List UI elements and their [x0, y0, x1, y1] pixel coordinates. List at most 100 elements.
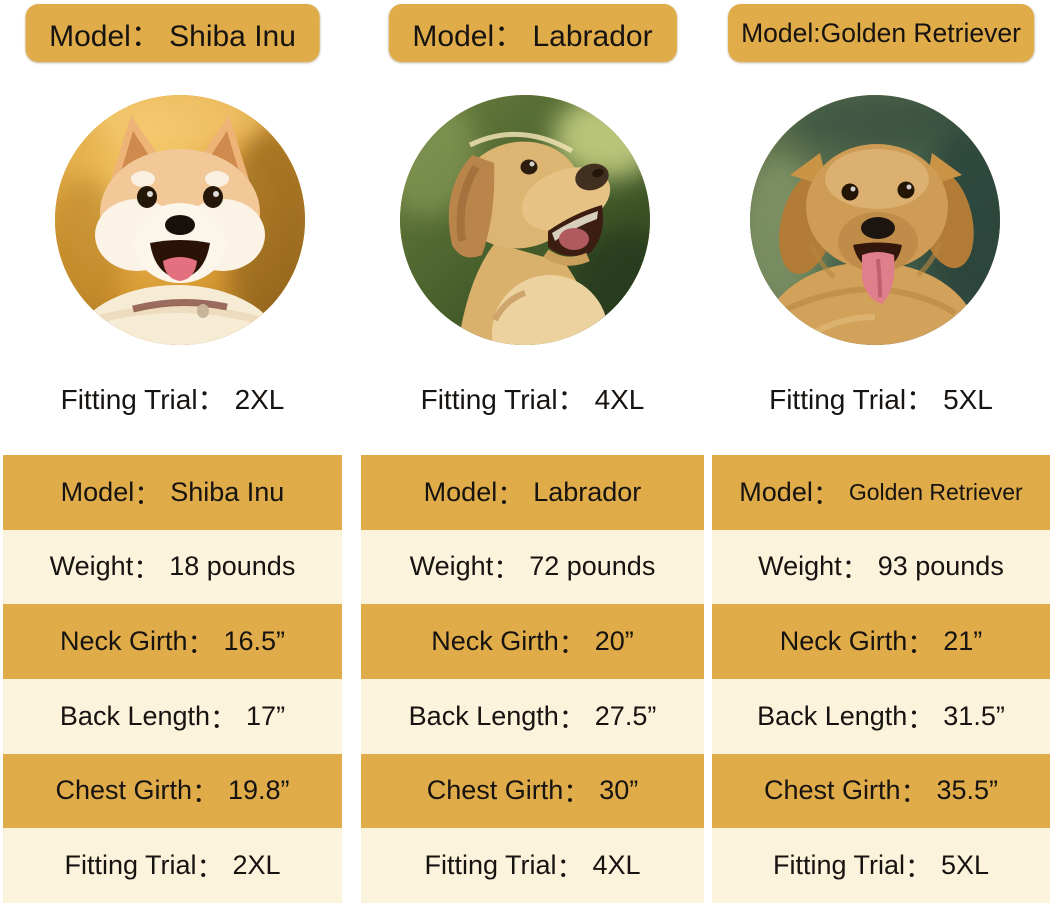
row-label: Weight [49, 551, 134, 582]
row-value: 30” [599, 775, 639, 806]
model-badge-text: Model:Golden Retriever [741, 17, 1021, 48]
model-badge-text: Model： Labrador [412, 20, 653, 53]
table-row: Fitting Trial： 4XL [361, 828, 704, 903]
column-labrador: Model： Labrador [361, 0, 704, 906]
shiba-inu-illustration [55, 95, 305, 345]
row-label: Back Length [757, 700, 908, 731]
colon-separator: ： [905, 853, 932, 884]
row-label: Fitting Trial [772, 850, 905, 881]
table-row: Weight： 18 pounds [3, 529, 342, 605]
row-value: 20” [594, 626, 634, 657]
row-value: 4XL [592, 850, 641, 881]
table-row: Chest Girth： 30” [361, 753, 704, 829]
size-table-shiba-inu: Model： Shiba Inu Weight： 18 pounds Neck Gi… [3, 455, 342, 903]
column-golden-retriever: Model:Golden Retriever [712, 0, 1050, 906]
table-row: Model： Shiba Inu [3, 455, 342, 530]
row-label: Back Length [59, 700, 211, 731]
table-row: Model： Golden Retriever [712, 455, 1050, 530]
fitting-trial-caption: Fitting Trial： 5XL [712, 378, 1050, 418]
row-label: Model [739, 476, 813, 507]
row-value: 21” [943, 626, 983, 657]
fitting-trial-value: 2XL [234, 384, 285, 415]
colon-separator: ： [900, 778, 928, 809]
fitting-trial-caption: Fitting Trial： 4XL [361, 378, 704, 418]
colon-separator: ： [192, 778, 219, 809]
row-value: 16.5” [223, 626, 286, 657]
fitting-trial-label: Fitting Trial [60, 384, 198, 415]
table-row: Chest Girth： 19.8” [3, 753, 342, 829]
size-table-labrador: Model： Labrador Weight： 72 pounds Neck Gir… [361, 455, 704, 903]
row-label: Fitting Trial [424, 850, 557, 881]
row-value: 17” [246, 700, 286, 731]
row-label: Chest Girth [763, 775, 901, 806]
labrador-photo [400, 95, 650, 345]
table-row: Fitting Trial： 5XL [712, 828, 1050, 903]
table-row: Chest Girth： 35.5” [712, 753, 1050, 829]
row-value: 27.5” [594, 700, 657, 731]
row-value: 93 pounds [877, 551, 1004, 582]
row-label: Weight [409, 551, 494, 582]
column-shiba-inu: Model： Shiba Inu [3, 0, 342, 906]
row-label: Chest Girth [55, 775, 192, 806]
colon-separator: ： [907, 629, 935, 660]
model-badge: Model:Golden Retriever [728, 4, 1034, 62]
colon-separator: ： [187, 629, 215, 660]
fitting-trial-value: 4XL [594, 384, 645, 415]
row-value: Shiba Inu [170, 476, 285, 507]
table-row: Neck Girth： 16.5” [3, 604, 342, 679]
table-row: Model： Labrador [361, 455, 704, 530]
row-label: Weight [758, 551, 842, 582]
row-label: Fitting Trial [64, 850, 197, 881]
table-row: Weight： 93 pounds [712, 529, 1050, 605]
row-value: Labrador [533, 476, 642, 507]
fitting-trial-label: Fitting Trial [769, 384, 907, 415]
labrador-illustration [400, 95, 650, 345]
row-label: Model [423, 476, 498, 507]
table-row: Back Length： 31.5” [712, 678, 1050, 754]
row-label: Neck Girth [431, 626, 559, 657]
row-label: Chest Girth [426, 775, 564, 806]
colon-separator: ： [906, 384, 935, 415]
colon-separator: ： [907, 703, 935, 734]
colon-separator: ： [134, 479, 162, 510]
row-value: 72 pounds [529, 551, 656, 582]
golden-retriever-illustration [750, 95, 1000, 345]
shiba-inu-photo [55, 95, 305, 345]
colon-separator: ： [841, 554, 869, 585]
row-label: Neck Girth [59, 626, 188, 657]
colon-separator: ： [557, 384, 586, 415]
table-row: Back Length： 17” [3, 678, 342, 754]
row-label: Back Length [408, 700, 559, 731]
colon-separator: ： [210, 703, 238, 734]
colon-separator: ： [558, 703, 586, 734]
golden-retriever-photo [750, 95, 1000, 345]
row-value: 2XL [232, 850, 281, 881]
row-value: 18 pounds [169, 551, 296, 582]
model-badge: Model： Shiba Inu [25, 4, 320, 62]
colon-separator: ： [556, 853, 584, 884]
colon-separator: ： [197, 384, 226, 415]
colon-separator: ： [558, 629, 586, 660]
row-value: Golden Retriever [848, 478, 1023, 505]
row-value: 31.5” [943, 700, 1005, 731]
row-value: 19.8” [228, 775, 290, 806]
row-value: 5XL [941, 850, 990, 881]
model-badge-text: Model： Shiba Inu [49, 20, 296, 53]
colon-separator: ： [812, 479, 840, 510]
table-row: Weight： 72 pounds [361, 529, 704, 605]
fitting-trial-value: 5XL [943, 384, 993, 415]
fitting-trial-caption: Fitting Trial： 2XL [3, 378, 342, 418]
row-label: Model [60, 476, 135, 507]
colon-separator: ： [196, 853, 224, 884]
colon-separator: ： [563, 778, 591, 809]
table-row: Fitting Trial： 2XL [3, 828, 342, 903]
table-row: Neck Girth： 20” [361, 604, 704, 679]
model-badge: Model： Labrador [388, 4, 677, 62]
colon-separator: ： [493, 554, 521, 585]
colon-separator: ： [497, 479, 525, 510]
row-label: Neck Girth [779, 626, 908, 657]
colon-separator: ： [133, 554, 161, 585]
row-value: 35.5” [936, 775, 999, 806]
fitting-trial-label: Fitting Trial [420, 384, 558, 415]
